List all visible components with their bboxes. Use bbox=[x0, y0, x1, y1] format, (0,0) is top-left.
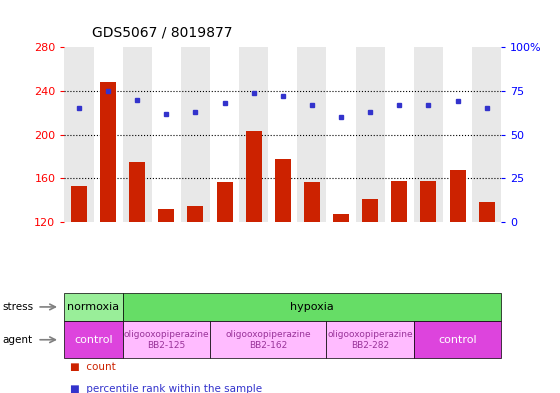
Bar bbox=[297, 47, 326, 222]
Text: control: control bbox=[438, 335, 477, 345]
Text: normoxia: normoxia bbox=[67, 302, 120, 312]
Bar bbox=[472, 47, 501, 222]
Text: stress: stress bbox=[3, 302, 34, 312]
Bar bbox=[304, 182, 320, 222]
Bar bbox=[246, 131, 262, 222]
Bar bbox=[443, 47, 472, 222]
Bar bbox=[152, 47, 181, 222]
Bar bbox=[129, 162, 145, 222]
Bar bbox=[94, 47, 123, 222]
Bar bbox=[421, 180, 436, 222]
Bar bbox=[158, 209, 174, 222]
Bar bbox=[326, 47, 356, 222]
Bar bbox=[71, 186, 87, 222]
Bar bbox=[188, 206, 203, 222]
Bar bbox=[362, 199, 378, 222]
Text: hypoxia: hypoxia bbox=[290, 302, 334, 312]
Text: ■  count: ■ count bbox=[70, 362, 116, 372]
Bar bbox=[391, 180, 407, 222]
Text: agent: agent bbox=[3, 335, 33, 345]
Bar bbox=[333, 215, 349, 222]
Bar bbox=[479, 202, 494, 222]
Text: GDS5067 / 8019877: GDS5067 / 8019877 bbox=[92, 25, 233, 39]
Text: ■  percentile rank within the sample: ■ percentile rank within the sample bbox=[70, 384, 262, 393]
Text: oligooxopiperazine
BB2-162: oligooxopiperazine BB2-162 bbox=[226, 330, 311, 350]
Bar bbox=[123, 47, 152, 222]
Bar bbox=[356, 47, 385, 222]
Bar bbox=[385, 47, 414, 222]
Bar bbox=[450, 169, 465, 222]
Bar bbox=[210, 47, 239, 222]
Text: control: control bbox=[74, 335, 113, 345]
Text: oligooxopiperazine
BB2-125: oligooxopiperazine BB2-125 bbox=[124, 330, 209, 350]
Bar bbox=[275, 159, 291, 222]
Bar bbox=[217, 182, 232, 222]
Text: oligooxopiperazine
BB2-282: oligooxopiperazine BB2-282 bbox=[328, 330, 413, 350]
Bar bbox=[100, 82, 116, 222]
Bar bbox=[414, 47, 443, 222]
Bar bbox=[181, 47, 210, 222]
Bar bbox=[239, 47, 268, 222]
Bar bbox=[64, 47, 94, 222]
Bar bbox=[268, 47, 297, 222]
